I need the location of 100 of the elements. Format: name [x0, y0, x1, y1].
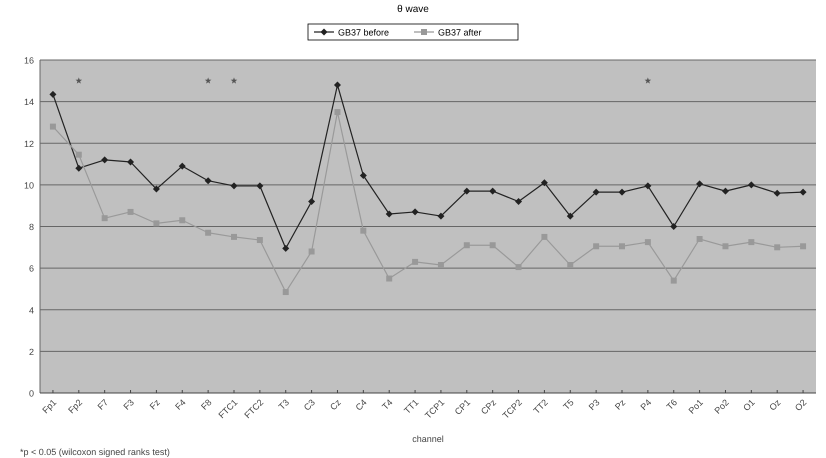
point: [179, 217, 186, 224]
x-tick-label: Po1: [686, 397, 706, 416]
point: [619, 243, 625, 250]
y-tick-label: 0: [28, 388, 34, 398]
point: [696, 180, 704, 188]
point: [127, 158, 134, 166]
point: [618, 188, 626, 196]
point: [800, 243, 806, 250]
point: [748, 181, 755, 188]
point: [516, 264, 522, 270]
point: [75, 164, 82, 172]
point: [153, 220, 160, 226]
point: [670, 223, 678, 230]
chart-title: θ wave: [397, 4, 430, 15]
point: [515, 198, 522, 206]
point: [231, 234, 237, 240]
x-tick-label: TT1: [402, 397, 420, 416]
point: [230, 77, 238, 84]
x-tick-label: F7: [96, 397, 110, 412]
x-tick-label: Oz: [767, 397, 783, 413]
x-tick-label: T4: [380, 397, 395, 412]
point: [386, 210, 393, 218]
y-tick-label: 16: [24, 56, 34, 66]
x-tick-label: F4: [173, 397, 188, 412]
y-tick-label: 4: [28, 305, 34, 316]
point: [75, 77, 82, 84]
point: [204, 77, 212, 84]
x-axis-title: channel: [412, 434, 444, 444]
point: [644, 239, 651, 246]
point: [412, 208, 419, 216]
y-tick-label: 10: [24, 180, 34, 190]
point: [540, 179, 548, 186]
point: [593, 243, 600, 250]
y-tick-label: 12: [24, 138, 34, 149]
point: [774, 190, 781, 197]
x-tick-label: Fz: [148, 396, 162, 412]
x-tick-label: O1: [741, 397, 757, 413]
point: [644, 77, 652, 84]
point: [128, 208, 134, 215]
point: [386, 276, 392, 282]
point: [592, 188, 600, 196]
text: *p < 0.05 (wilcoxon signed ranks test): [20, 447, 170, 457]
point: [464, 242, 470, 248]
point: [334, 81, 341, 88]
x-tick-label: T3: [276, 397, 292, 412]
x-tick-label: C3: [302, 397, 318, 413]
point: [800, 188, 807, 196]
point: [256, 237, 263, 244]
point: [670, 278, 677, 284]
x-tick-label: O2: [792, 397, 808, 413]
point: [102, 215, 108, 222]
x-tick-label: C4: [354, 397, 369, 413]
point: [308, 248, 315, 254]
point: [76, 152, 82, 158]
x-tick-label: TT2: [531, 397, 550, 416]
point: [489, 188, 496, 195]
legend-label: GB37 before: [338, 28, 390, 38]
x-tick-label: F8: [199, 397, 214, 412]
point: [774, 244, 780, 250]
point: [463, 188, 470, 195]
point: [256, 182, 264, 190]
x-tick-label: CPz: [478, 397, 498, 416]
y-tick-label: 6: [28, 264, 34, 274]
x-tick-label: Fp1: [40, 397, 58, 416]
point: [334, 109, 340, 116]
point: [567, 262, 574, 268]
point: [438, 262, 444, 268]
legend-label: GB37 after: [438, 28, 482, 38]
x-tick-label: Pz: [612, 397, 628, 412]
x-tick-label: P4: [638, 397, 654, 412]
x-tick-label: Fp2: [66, 397, 84, 416]
point: [205, 230, 212, 236]
point: [696, 236, 703, 242]
point: [282, 289, 289, 296]
point: [152, 186, 160, 193]
point: [282, 244, 290, 252]
point: [49, 90, 56, 98]
point: [490, 242, 496, 248]
point: [360, 172, 367, 180]
x-tick-label: P3: [586, 397, 602, 412]
x-tick-label: T6: [664, 397, 680, 412]
point: [101, 156, 108, 164]
point: [437, 212, 444, 220]
x-tick-label: Cz: [328, 396, 344, 412]
x-tick-label: F3: [121, 397, 136, 412]
x-tick-label: Po2: [712, 397, 731, 416]
point: [644, 182, 652, 190]
point: [50, 124, 56, 130]
point: [722, 188, 729, 195]
y-tick-label: 8: [28, 222, 34, 232]
x-tick-label: CP1: [452, 397, 472, 417]
point: [308, 198, 316, 206]
point: [722, 243, 728, 250]
point: [412, 258, 418, 265]
point: [230, 182, 238, 190]
point: [541, 234, 548, 240]
x-tick-label: T5: [561, 397, 576, 412]
point: [566, 212, 574, 220]
point: [204, 177, 212, 184]
y-tick-label: 14: [24, 97, 34, 108]
